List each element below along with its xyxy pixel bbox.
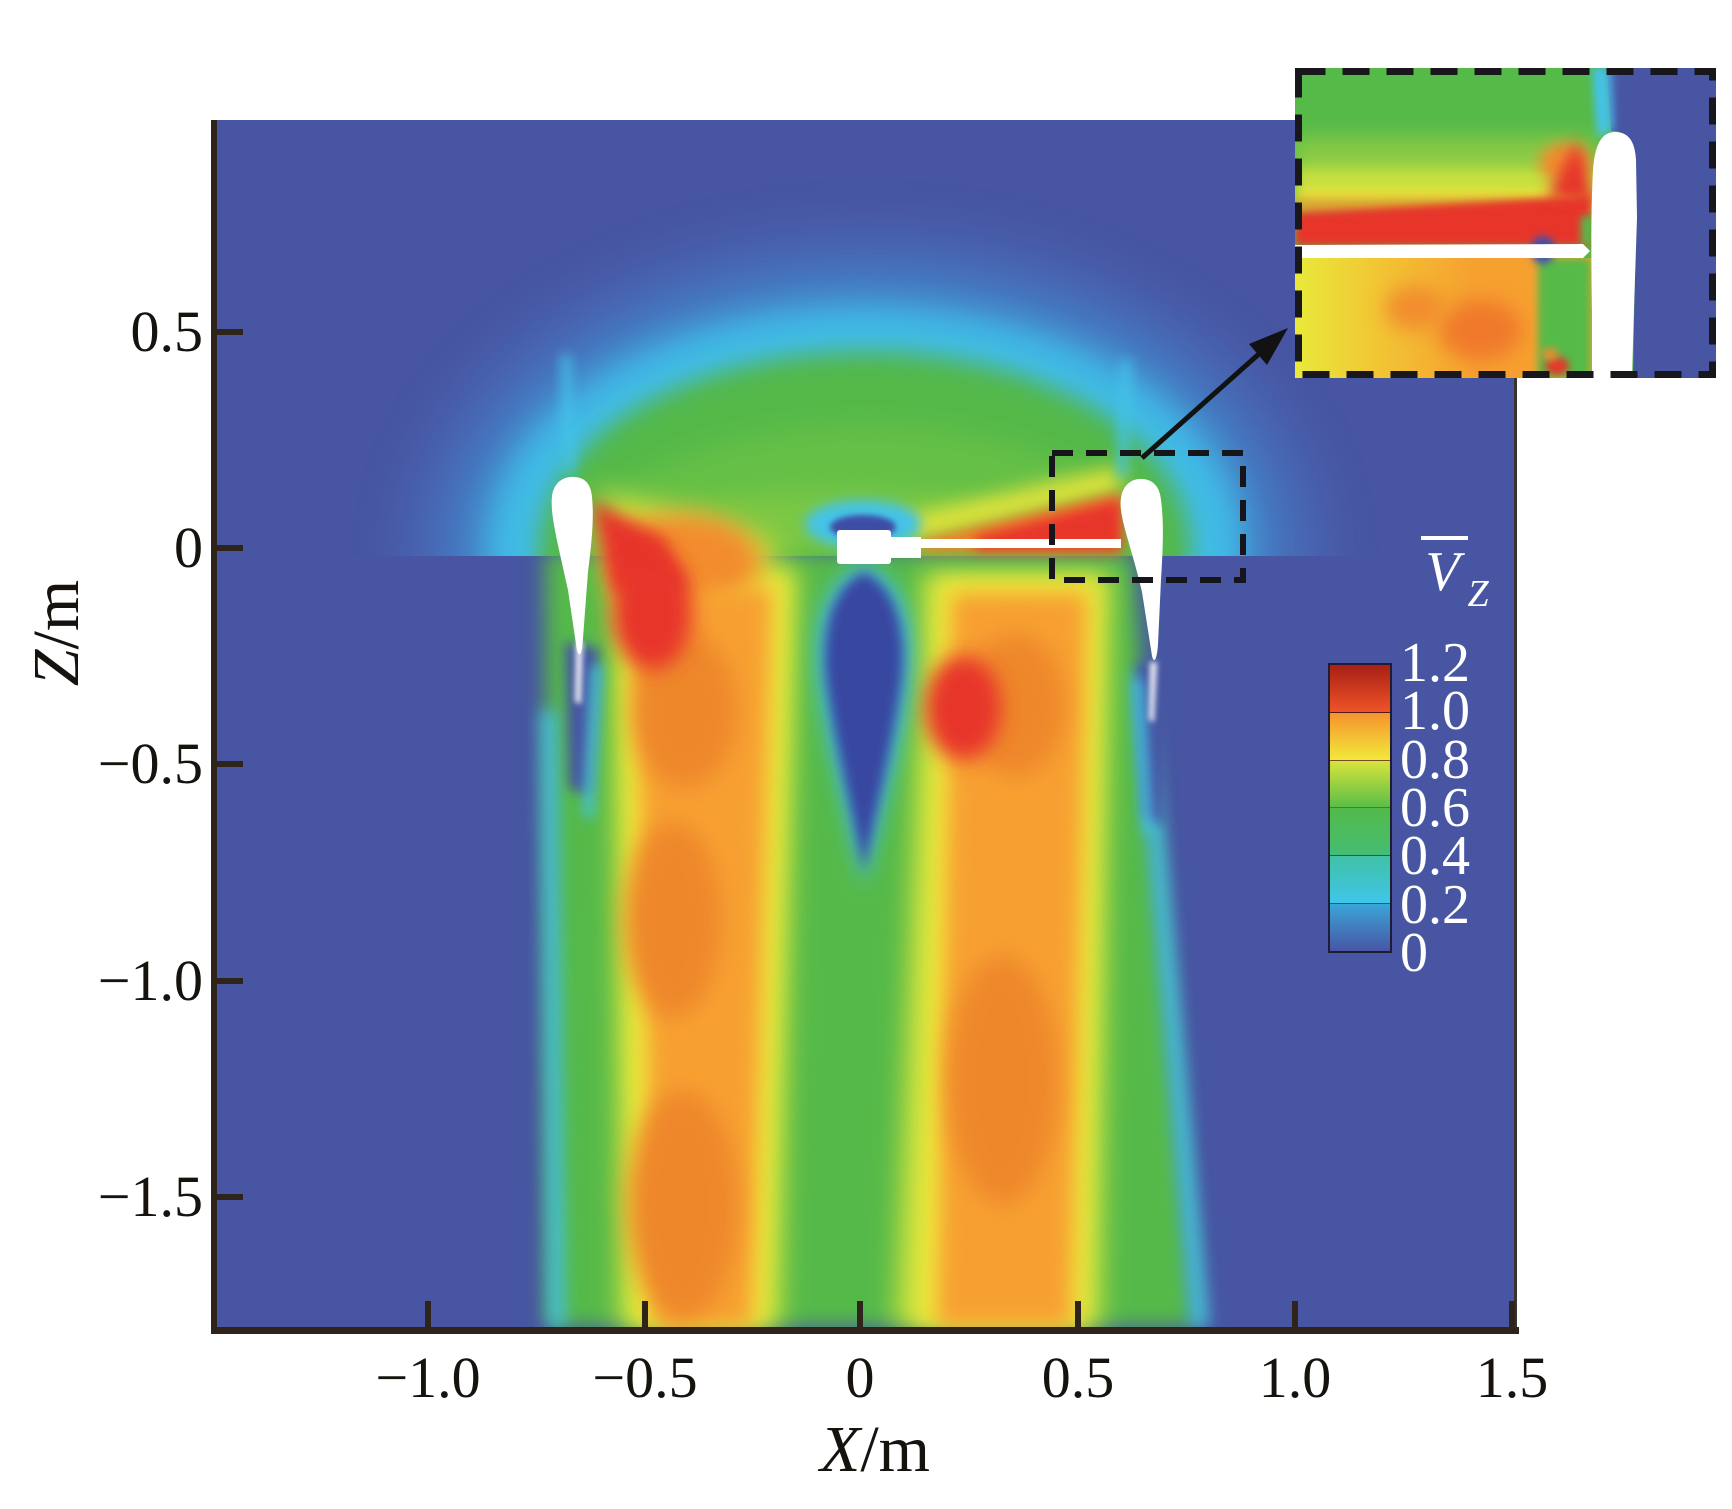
z-tick-0: [217, 545, 243, 551]
root-jet-right: [905, 466, 1121, 552]
x-tick-0: [857, 1301, 863, 1327]
x-axis-unit: /m: [860, 1413, 930, 1486]
x-tick-1.0: [1292, 1301, 1298, 1327]
inset-panel: [1295, 68, 1716, 378]
colorbar-segment: [1330, 760, 1390, 809]
colorbar-segment: [1330, 808, 1390, 857]
colorbar-tick-label: 0.6: [1400, 777, 1470, 839]
deficit-blue-core: [824, 572, 904, 872]
colorbar-segment: [1330, 856, 1390, 905]
z-tick--1.0: [217, 978, 243, 984]
downwash-region: [541, 492, 1209, 1327]
colorbar-segment: [1330, 712, 1390, 761]
colorbar-tick-label: 1.0: [1400, 680, 1470, 742]
stagnation-streak-left: [561, 355, 575, 472]
x-axis-title: X/m: [770, 1412, 980, 1488]
z-tick--1.5: [217, 1194, 243, 1200]
left-blade-section: [551, 476, 593, 655]
colorbar-title-variable: V: [1421, 536, 1468, 603]
z-tick-0.5: [217, 329, 243, 335]
x-tick-label: 1.5: [1475, 1345, 1549, 1410]
colorbar-segment: [1330, 904, 1390, 951]
colorbar: [1328, 663, 1392, 953]
inset-blue-region: [1607, 68, 1716, 378]
x-tick-label: 0.5: [1041, 1345, 1115, 1410]
z-axis-title: Z/m: [19, 580, 95, 686]
x-tick--1.0: [425, 1301, 431, 1327]
x-tick-label: −1.0: [375, 1345, 481, 1410]
inset-arm-line: [1295, 244, 1590, 258]
x-tick-label: −0.5: [592, 1345, 698, 1410]
rotor-arm-line: [921, 539, 1121, 548]
colorbar-tick-label: 1.2: [1400, 632, 1470, 694]
zoom-arrow-head: [1249, 328, 1288, 365]
zoom-arrow: [1140, 328, 1288, 460]
inset-cyan-streak: [1592, 68, 1611, 138]
colorbar-tick-label: 0.4: [1400, 825, 1470, 887]
inset-dashed-border: [1295, 68, 1716, 378]
x-axis-line: [211, 1327, 1519, 1334]
plot-right-edge: [1514, 120, 1517, 1327]
x-tick-label: 0: [845, 1345, 875, 1410]
colorbar-tick-label: 0: [1400, 922, 1428, 984]
zoom-source-box: [1049, 450, 1246, 583]
colorbar-tick-label: 0.8: [1400, 729, 1470, 791]
z-axis-unit: /m: [20, 579, 93, 650]
inset-contour-content: [1295, 68, 1716, 378]
x-axis-variable: X: [819, 1413, 861, 1486]
hub-mask: [837, 530, 891, 564]
z-tick-label: −0.5: [97, 731, 203, 796]
z-axis-line: [211, 120, 217, 1333]
x-tick-1.5: [1509, 1301, 1515, 1327]
x-tick-0.5: [1075, 1301, 1081, 1327]
stagnation-streak-right: [1117, 360, 1131, 476]
z-tick-label: −1.0: [97, 948, 203, 1013]
colorbar-segment: [1330, 665, 1390, 713]
x-tick-label: 1.0: [1258, 1345, 1332, 1410]
hub-and-arm: [837, 530, 1121, 564]
right-blade-section: [1120, 478, 1163, 660]
z-tick--0.5: [217, 761, 243, 767]
z-axis-variable: Z: [20, 649, 93, 687]
colorbar-title-subscript: Z: [1467, 573, 1489, 615]
inset-blade-section: [1591, 132, 1637, 378]
x-tick--0.5: [642, 1301, 648, 1327]
below-blade-wakes: [565, 642, 1171, 836]
z-tick-label: −1.5: [97, 1164, 203, 1229]
z-tick-label: 0: [174, 515, 203, 580]
root-jet-red-band: [975, 499, 1121, 550]
inset-red-jet-band: [1295, 196, 1593, 246]
wake-left-cyan-edge: [541, 710, 565, 1327]
colorbar-tick-label: 0.2: [1400, 874, 1470, 936]
z-tick-label: 0.5: [130, 299, 204, 364]
root-cutout-deficit: [805, 500, 921, 888]
